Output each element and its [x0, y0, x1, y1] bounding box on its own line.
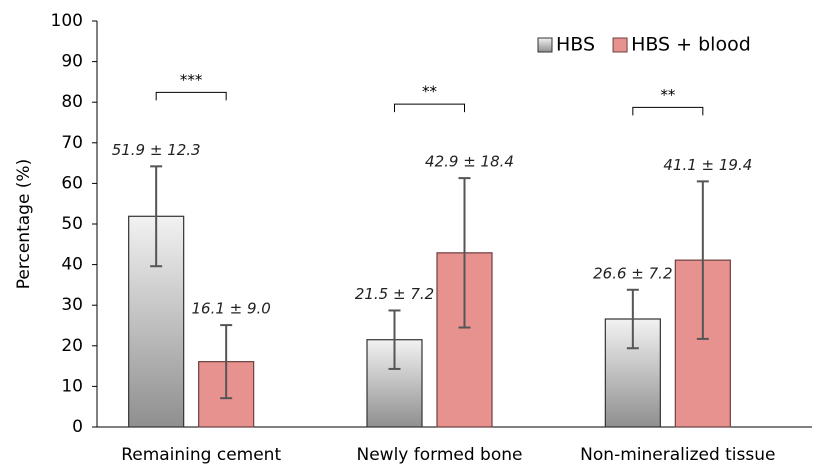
- significance-bracket: [394, 103, 465, 113]
- error-bar: [388, 309, 401, 370]
- error-bar: [458, 177, 471, 329]
- x-tick-label: Non-mineralized tissue: [580, 445, 775, 465]
- y-tick-label: 0: [72, 417, 83, 437]
- error-bar: [220, 324, 233, 400]
- legend-label: HBS: [556, 34, 595, 56]
- legend-swatch: [537, 37, 553, 53]
- value-label: 41.1 ± 19.4: [663, 156, 752, 174]
- legend-swatch: [612, 37, 628, 53]
- y-tick-label: 70: [61, 133, 83, 153]
- y-tick-label: 20: [61, 336, 83, 356]
- value-label: 21.5 ± 7.2: [355, 285, 434, 303]
- y-tick-label: 90: [61, 52, 83, 72]
- error-bar: [626, 288, 639, 350]
- value-label: 16.1 ± 9.0: [191, 300, 270, 318]
- error-bar: [150, 165, 163, 268]
- y-tick-label: 60: [61, 173, 83, 193]
- value-label: 51.9 ± 12.3: [112, 141, 201, 159]
- value-label: 26.6 ± 7.2: [593, 264, 672, 282]
- significance-label: **: [660, 86, 676, 104]
- y-tick-label: 100: [51, 11, 83, 31]
- significance-bracket: [632, 106, 704, 116]
- legend-label: HBS + blood: [631, 34, 751, 56]
- x-tick-label: Remaining cement: [121, 445, 281, 465]
- x-tick-label: Newly formed bone: [357, 445, 523, 465]
- y-axis-label: Percentage (%): [14, 159, 34, 289]
- y-tick-label: 40: [61, 255, 83, 275]
- significance-label: **: [422, 83, 438, 101]
- y-tick-label: 80: [61, 92, 83, 112]
- y-tick-label: 30: [61, 295, 83, 315]
- y-tick-label: 10: [61, 376, 83, 396]
- error-bar: [696, 180, 709, 340]
- significance-label: ***: [180, 71, 203, 89]
- value-label: 42.9 ± 18.4: [425, 153, 514, 171]
- y-tick-label: 50: [61, 214, 83, 234]
- significance-bracket: [155, 91, 227, 101]
